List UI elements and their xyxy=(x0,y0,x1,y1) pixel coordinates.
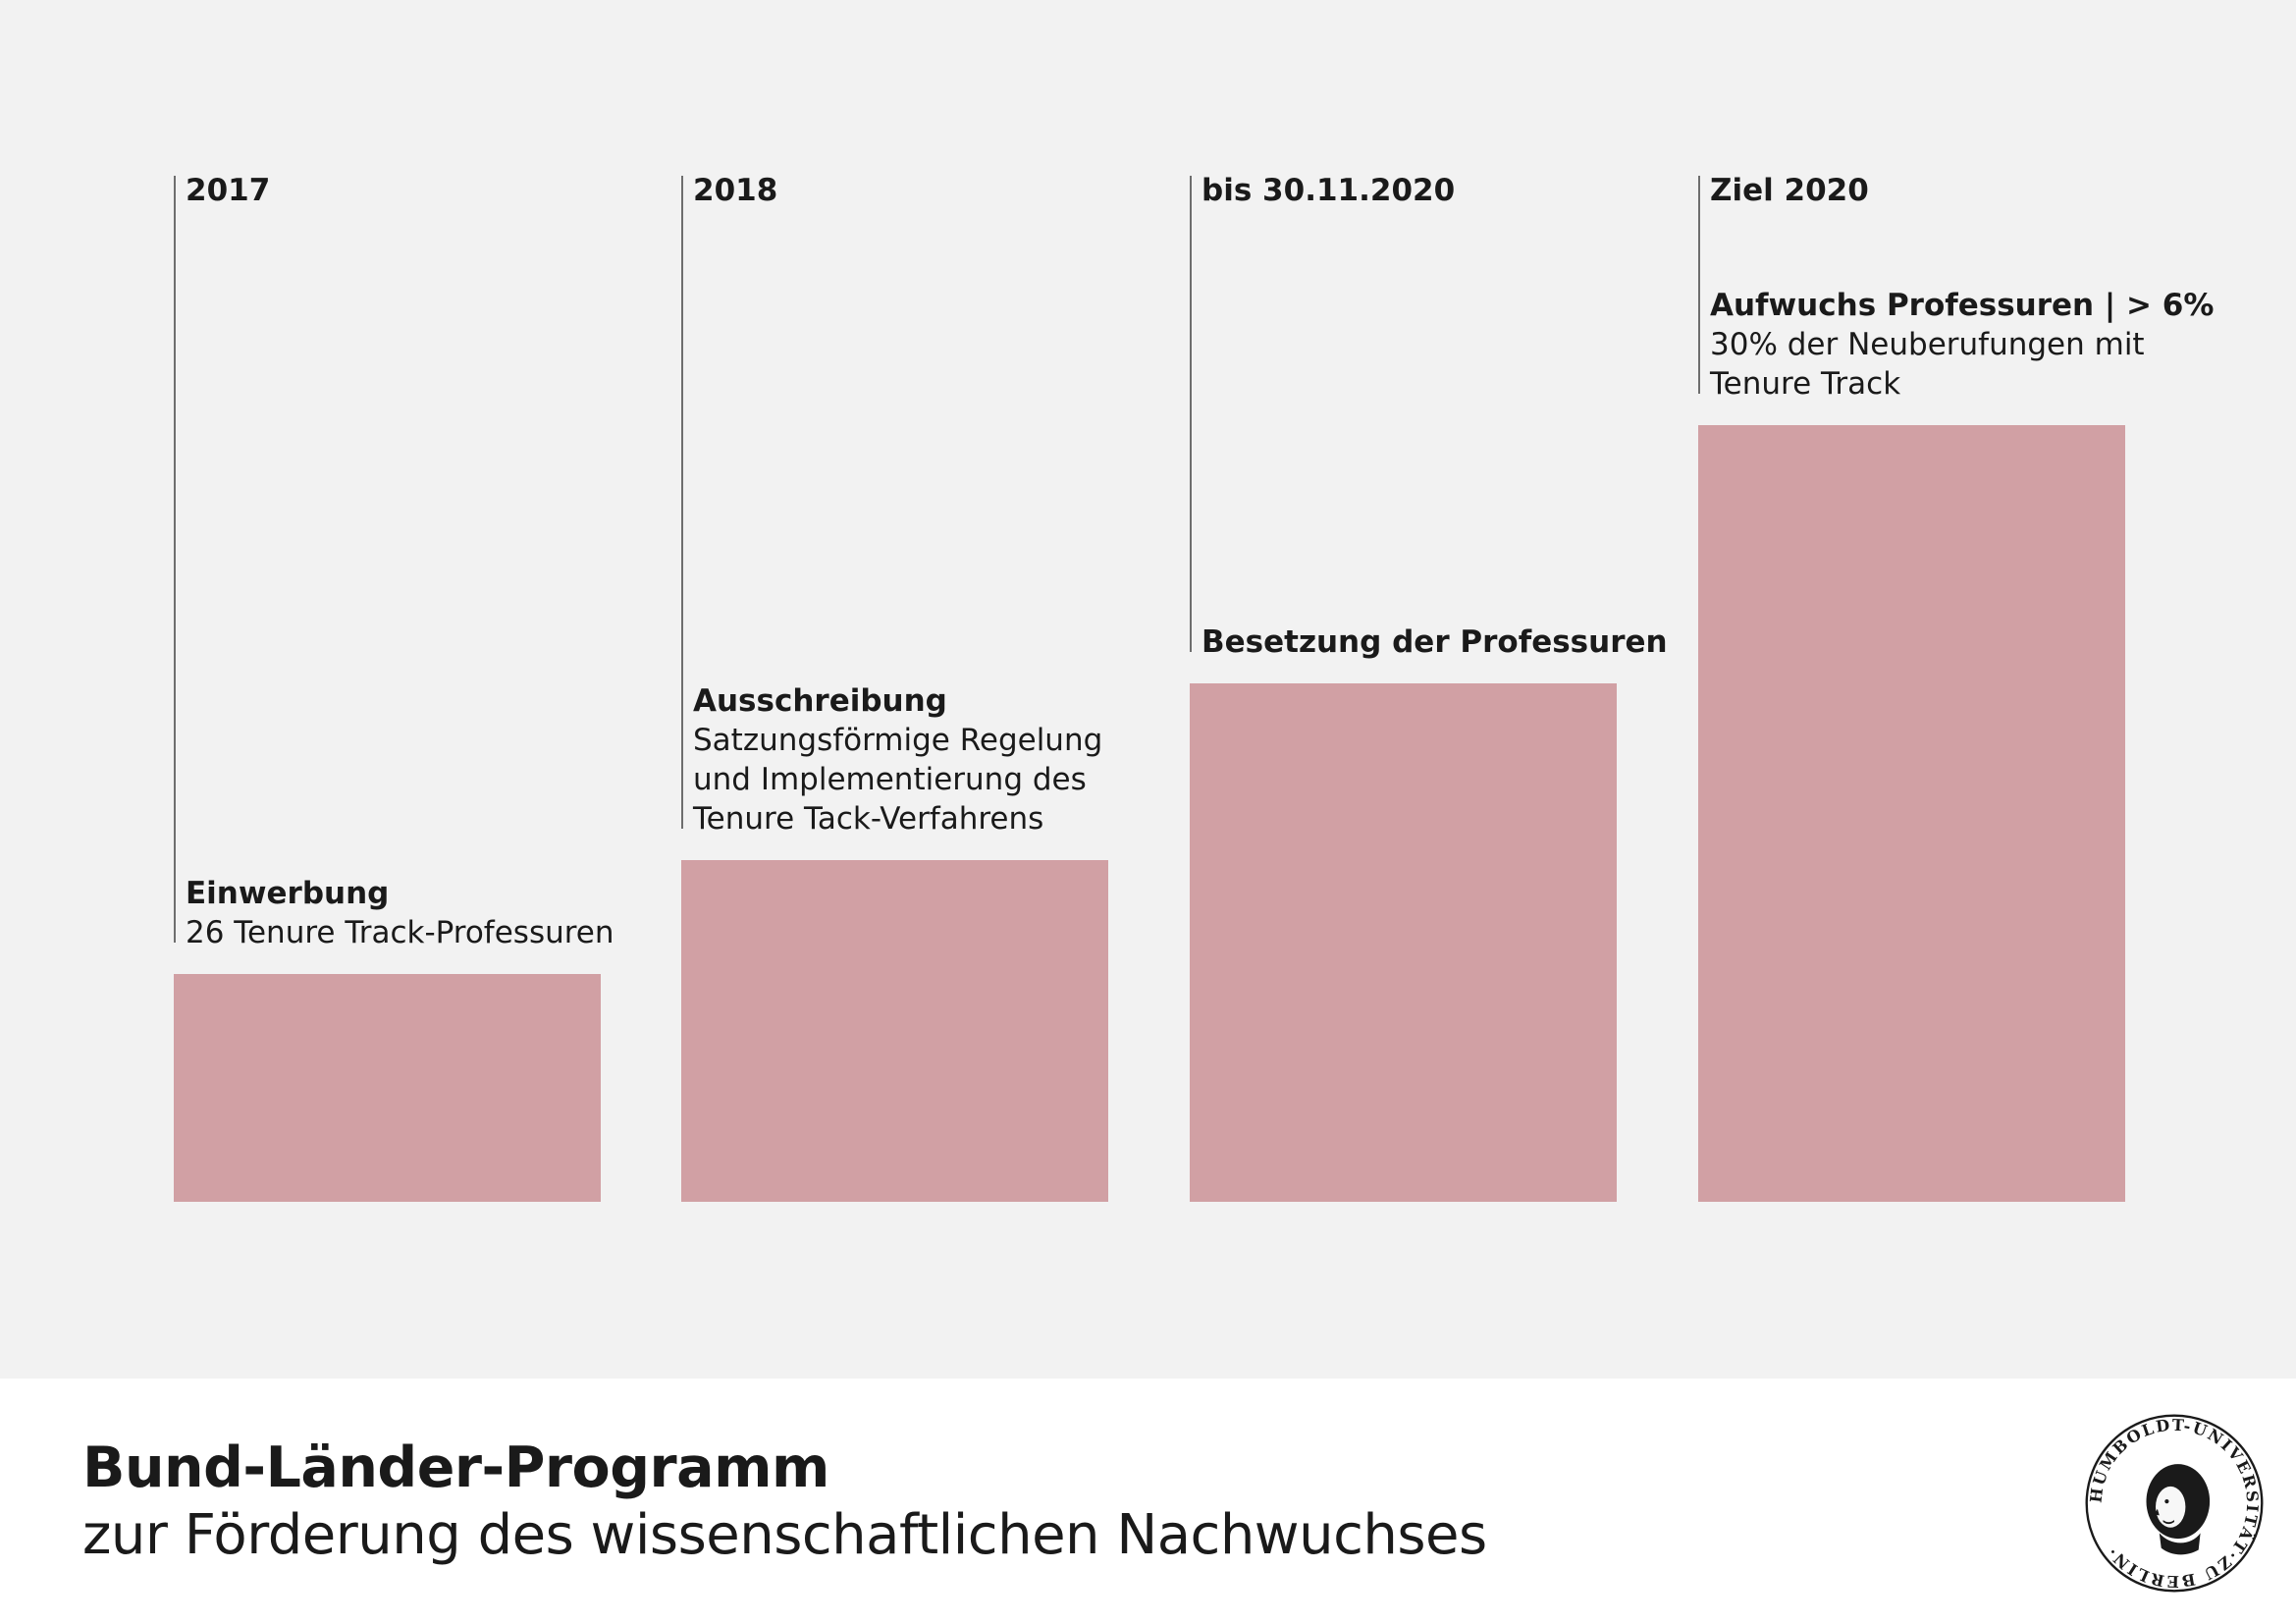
stage-description: Einwerbung 26 Tenure Track-Professuren xyxy=(186,874,614,952)
stage-description: Ausschreibung Satzungsförmige Regelung und… xyxy=(693,681,1102,839)
stage-lead: Besetzung der Professuren xyxy=(1201,624,1668,660)
stage-bar xyxy=(1190,683,1617,1202)
stage-detail-line: Tenure Tack-Verfahrens xyxy=(693,801,1044,837)
stage-date: Ziel 2020 xyxy=(1710,173,1869,208)
stage-bar xyxy=(1698,425,2125,1202)
stage-date: 2018 xyxy=(693,173,778,208)
humboldt-university-seal-icon: HUMBOLDT-UNIVERSITÄT·ZU BERLIN· xyxy=(2085,1414,2264,1593)
stage-marker-line xyxy=(174,176,176,943)
timeline-chart: 2017 Einwerbung 26 Tenure Track-Professure… xyxy=(0,0,2296,1379)
stage-detail-line: Tenure Track xyxy=(1710,366,1901,402)
stage-lead: Aufwuchs Professuren | > 6% xyxy=(1710,288,2215,323)
stage-lead: Ausschreibung xyxy=(693,683,947,719)
stage-detail-line: 26 Tenure Track-Professuren xyxy=(186,915,614,950)
stage-detail-line: und Implementierung des xyxy=(693,762,1087,797)
timeline-stage: Ziel 2020 Aufwuchs Professuren | > 6% 30% … xyxy=(1698,0,2214,1379)
stage-date: bis 30.11.2020 xyxy=(1201,173,1456,208)
stage-marker-line xyxy=(681,176,683,829)
timeline-stage: 2018 Ausschreibung Satzungsförmige Regelun… xyxy=(681,0,1108,1379)
stage-detail-line: 30% der Neuberufungen mit xyxy=(1710,327,2145,362)
stage-description: Aufwuchs Professuren | > 6% 30% der Neube… xyxy=(1710,286,2214,404)
stage-date: 2017 xyxy=(186,173,271,208)
timeline-stage: bis 30.11.2020 Besetzung der Professuren xyxy=(1190,0,1668,1379)
stage-bar xyxy=(174,974,601,1202)
stage-detail-line: Satzungsförmige Regelung xyxy=(693,723,1103,758)
page-title: Bund-Länder-Programm xyxy=(82,1435,829,1500)
stage-marker-line xyxy=(1190,176,1192,652)
stage-bar xyxy=(681,860,1108,1202)
page-subtitle: zur Förderung des wissenschaftlichen Nac… xyxy=(82,1503,1487,1567)
timeline-stage: 2017 Einwerbung 26 Tenure Track-Professure… xyxy=(174,0,614,1379)
stage-description: Besetzung der Professuren xyxy=(1201,623,1668,662)
stage-marker-line xyxy=(1698,176,1700,394)
stage-lead: Einwerbung xyxy=(186,876,390,911)
